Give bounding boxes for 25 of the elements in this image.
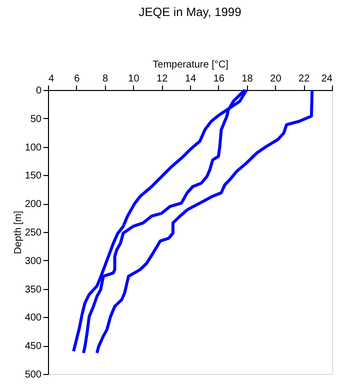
y-tick-label: 500 [24, 370, 42, 380]
y-tick-label: 400 [24, 312, 42, 324]
y-tick-label: 250 [24, 228, 42, 238]
x-axis-title: Temperature [°C] [152, 60, 229, 70]
y-tick-label: 350 [24, 284, 42, 296]
y-tick-label: 100 [24, 142, 42, 154]
x-tick-label: 22 [298, 74, 310, 84]
x-tick-label: 8 [102, 74, 109, 84]
y-tick-label: 300 [24, 256, 42, 267]
y-tick-label: 450 [24, 341, 42, 352]
chart-title: JEQE in May, 1999 [138, 5, 242, 19]
x-tick-label: 10 [128, 74, 140, 84]
x-tick-label: 6 [74, 74, 80, 84]
x-tick-label: 18 [242, 74, 254, 84]
y-tick-label: 150 [24, 170, 42, 182]
y-tick-label: 50 [30, 114, 42, 125]
y-tick-label: 200 [24, 199, 42, 210]
y-axis-title: Depth [m] [12, 210, 24, 254]
x-tick-label: 4 [48, 74, 54, 84]
y-tick-label: 0 [36, 86, 42, 96]
x-tick-label: 16 [213, 74, 225, 84]
x-tick-label: 20 [270, 74, 282, 84]
x-tick-label: 12 [156, 74, 168, 84]
x-tick-label: 14 [184, 74, 196, 84]
x-tick-label: 24 [321, 74, 333, 84]
